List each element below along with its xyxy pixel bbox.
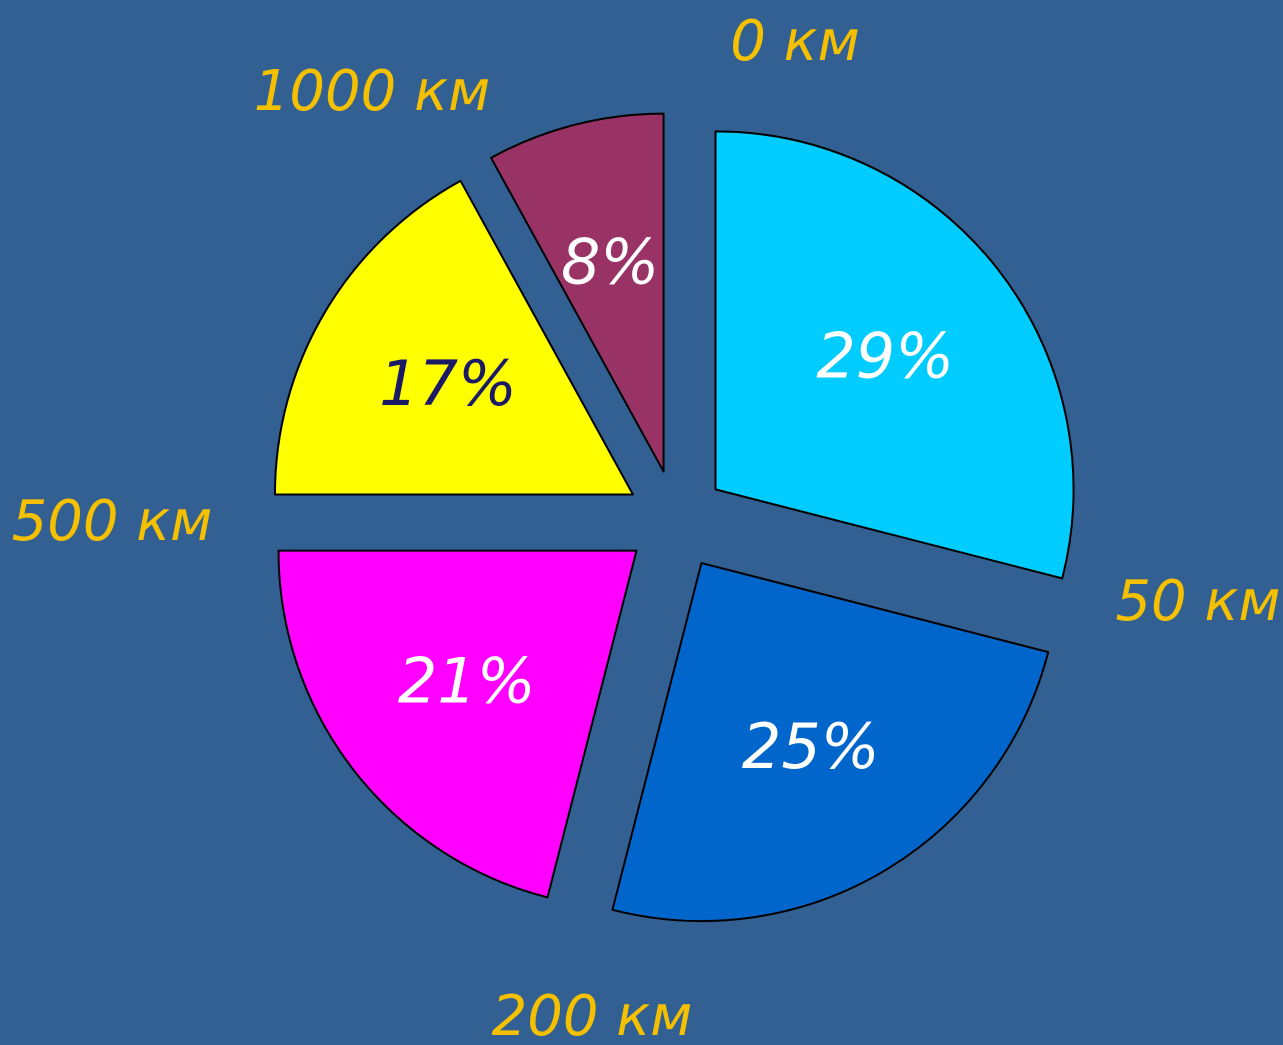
slice-label-8: 8% <box>561 226 659 299</box>
boundary-label-0-km: 0 км <box>730 9 860 74</box>
boundary-label-1000-km: 1000 км <box>254 59 490 124</box>
slice-label-25: 25% <box>742 710 880 783</box>
boundary-label-500-km: 500 км <box>12 489 213 554</box>
pie-slices <box>275 114 1074 921</box>
slice-label-29: 29% <box>816 320 954 393</box>
boundary-label-200-km: 200 км <box>492 984 693 1045</box>
slice-label-17: 17% <box>379 347 517 420</box>
slice-label-21: 21% <box>398 644 536 717</box>
boundary-label-50-km: 50 км <box>1115 569 1280 634</box>
pie-slice-21 <box>278 551 636 898</box>
